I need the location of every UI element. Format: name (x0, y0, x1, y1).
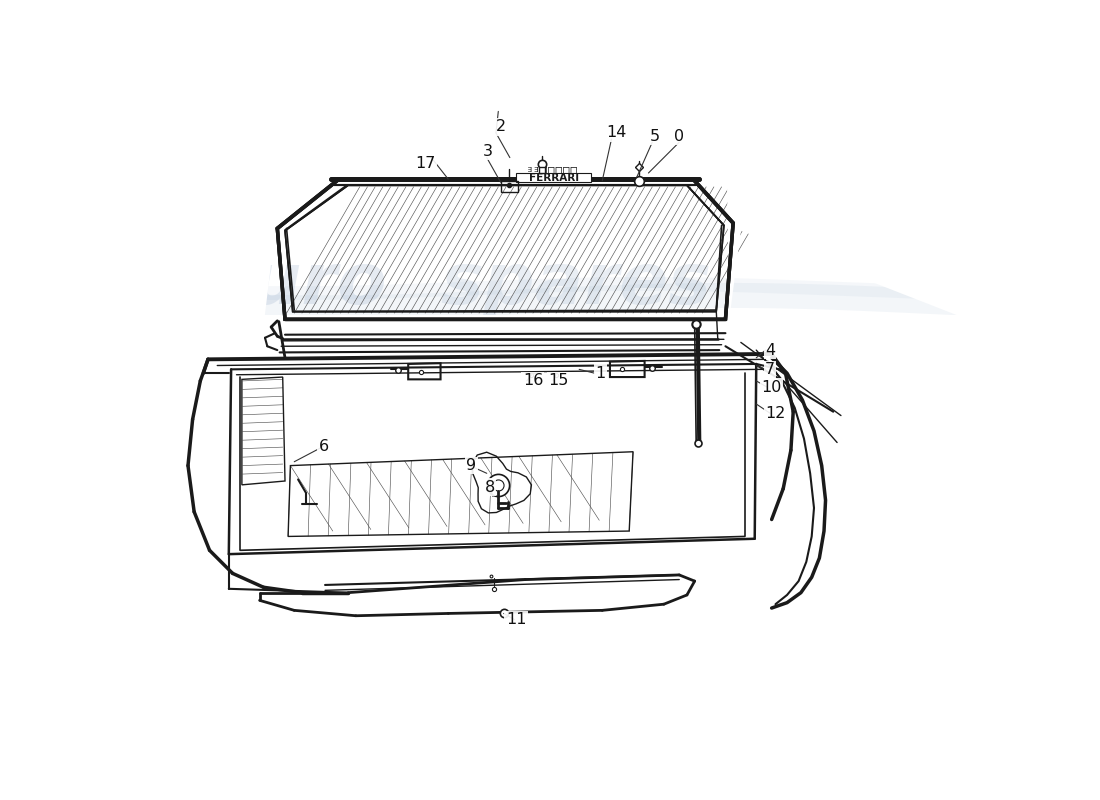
Text: 17: 17 (415, 156, 436, 171)
Text: spares: spares (440, 516, 712, 585)
Text: 1: 1 (595, 366, 606, 381)
Polygon shape (141, 96, 988, 181)
Text: spares: spares (440, 250, 712, 319)
Text: 11: 11 (506, 612, 526, 627)
Polygon shape (516, 173, 592, 182)
Text: 4: 4 (764, 342, 776, 358)
Text: 15: 15 (548, 374, 569, 389)
Text: 9: 9 (466, 458, 476, 473)
Text: FERRARI: FERRARI (529, 173, 579, 182)
Text: 0: 0 (674, 129, 684, 143)
Text: 5: 5 (649, 129, 660, 143)
Text: 7: 7 (764, 362, 776, 377)
Polygon shape (141, 315, 988, 712)
Text: euro: euro (202, 516, 387, 585)
Text: ᴲᴲ⅂ᴚꓤᶒꓤ: ᴲᴲ⅂ᴚꓤᶒꓤ (526, 166, 579, 179)
Text: 8: 8 (485, 480, 495, 494)
Text: 12: 12 (766, 406, 785, 421)
Text: 3: 3 (483, 144, 493, 159)
Polygon shape (726, 96, 988, 327)
Polygon shape (141, 96, 283, 327)
Text: 16: 16 (522, 374, 543, 389)
Text: 2: 2 (495, 119, 506, 134)
Text: 10: 10 (761, 379, 782, 394)
Text: euro: euro (202, 250, 387, 319)
Text: 14: 14 (606, 126, 626, 141)
Text: 6: 6 (318, 439, 329, 454)
